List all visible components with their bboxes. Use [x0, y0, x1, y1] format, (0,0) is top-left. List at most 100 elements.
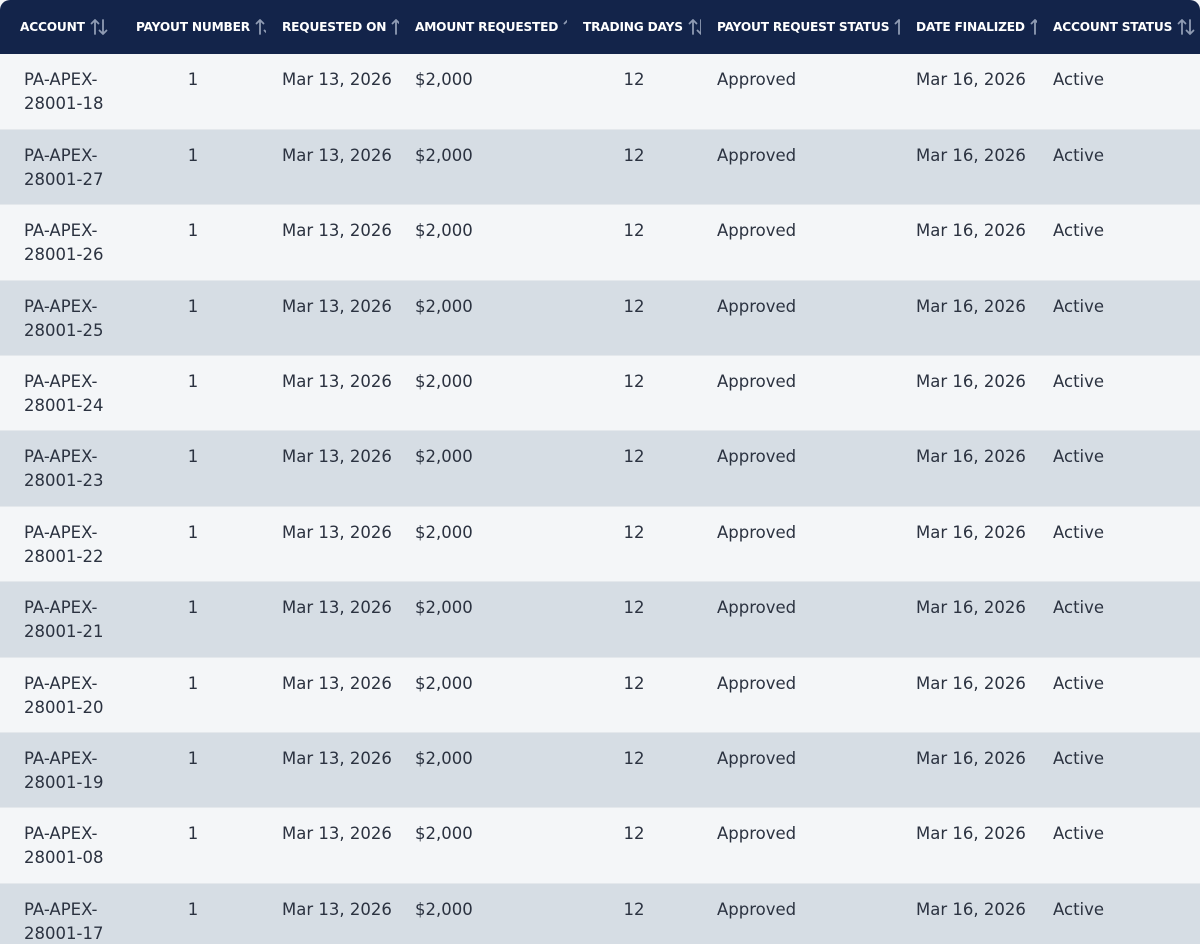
date-finalized-cell: Mar 16, 2026	[900, 882, 1037, 944]
payout-number-cell: 1	[120, 430, 266, 507]
payout-status-cell: Approved	[701, 204, 900, 281]
requested-on-cell: Mar 13, 2026	[266, 882, 399, 944]
amount-requested-cell: $2,000	[399, 204, 567, 281]
trading-days-cell: 12	[567, 430, 701, 507]
account-id-suffix: 28001-23	[24, 471, 104, 491]
account-cell: PA-APEX- 28001-17	[0, 882, 120, 944]
table-row[interactable]: PA-APEX- 28001-17 1 Mar 13, 2026 $2,000 12 App…	[0, 882, 1200, 944]
payout-number-cell: 1	[120, 279, 266, 356]
table-row[interactable]: PA-APEX- 28001-23 1 Mar 13, 2026 $2,000 12 App…	[0, 430, 1200, 507]
date-finalized-cell: Mar 16, 2026	[900, 505, 1037, 582]
table-row[interactable]: PA-APEX- 28001-24 1 Mar 13, 2026 $2,000 12 App…	[0, 355, 1200, 431]
requested-on-cell: Mar 13, 2026	[266, 128, 399, 205]
account-id-suffix: 28001-18	[24, 94, 104, 113]
date-finalized-cell: Mar 16, 2026	[900, 128, 1037, 205]
account-id-suffix: 28001-08	[24, 848, 104, 868]
payout-number-cell: 1	[120, 656, 266, 733]
account-cell: PA-APEX- 28001-22	[0, 505, 120, 582]
account-id-suffix: 28001-26	[24, 245, 104, 265]
account-cell: PA-APEX- 28001-20	[0, 656, 120, 733]
account-cell: PA-APEX- 28001-26	[0, 204, 120, 281]
table-row[interactable]: PA-APEX- 28001-27 1 Mar 13, 2026 $2,000 12 App…	[0, 128, 1200, 205]
account-cell: PA-APEX- 28001-21	[0, 581, 120, 658]
payout-number-cell: 1	[187, 70, 199, 89]
column-header-account[interactable]: ACCOUNT	[0, 0, 120, 54]
column-header-date-finalized[interactable]: DATE FINALIZED	[900, 0, 1037, 54]
sort-arrows-icon[interactable]	[563, 17, 567, 37]
date-finalized-cell: Mar 16, 2026	[900, 430, 1037, 507]
account-cell: PA-APEX- 28001-27	[0, 128, 120, 205]
payout-number-cell: 1	[120, 505, 266, 582]
requested-on-cell: Mar 13, 2026	[266, 807, 399, 884]
account-id-suffix: 28001-21	[24, 622, 104, 642]
column-header-payout-request-status[interactable]: PAYOUT REQUEST STATUS	[701, 0, 900, 54]
amount-requested-cell: $2,000	[399, 732, 567, 808]
column-header-amount-requested[interactable]: AMOUNT REQUESTED	[399, 0, 567, 54]
column-header-payout-number[interactable]: PAYOUT NUMBER	[120, 0, 266, 54]
table-row[interactable]: PA-APEX- 28001-08 1 Mar 13, 2026 $2,000 12 App…	[0, 807, 1200, 884]
amount-requested-cell: $2,000	[399, 355, 567, 431]
table-row[interactable]: PA-APEX- 28001-20 1 Mar 13, 2026 $2,000 12 App…	[0, 656, 1200, 733]
table-row[interactable]: PA-APEX- 28001-26 1 Mar 13, 2026 $2,000 12 App…	[0, 204, 1200, 281]
trading-days-cell: 12	[567, 355, 701, 431]
table-header: ACCOUNT PAYOUT NUMBER REQUESTED ON AMOUNT R…	[0, 0, 1200, 54]
amount-requested-cell: $2,000	[399, 279, 567, 356]
table-row[interactable]: PA-APEX- 28001-22 1 Mar 13, 2026 $2,000 12 App…	[0, 505, 1200, 582]
table-body: PA-APEX- 28001-18 1 Mar 13, 2026 $2,000 12 App…	[0, 54, 1200, 944]
account-id-prefix: PA-APEX-	[24, 598, 98, 618]
account-id-prefix: PA-APEX-	[24, 296, 98, 316]
sort-arrows-icon[interactable]	[688, 17, 701, 37]
date-finalized-cell: Mar 16, 2026	[900, 656, 1037, 733]
payout-number-cell: 1	[120, 128, 266, 205]
account-status-cell: Active	[1037, 807, 1200, 884]
column-header-label: ACCOUNT	[20, 20, 85, 34]
table-row[interactable]: PA-APEX- 28001-25 1 Mar 13, 2026 $2,000 12 App…	[0, 279, 1200, 356]
amount-requested-cell: $2,000	[399, 430, 567, 507]
account-id-prefix: PA-APEX-	[24, 673, 98, 693]
trading-days-cell: 12	[567, 732, 701, 808]
table-row[interactable]: PA-APEX- 28001-21 1 Mar 13, 2026 $2,000 12 App…	[0, 581, 1200, 658]
date-finalized-cell: Mar 16, 2026	[900, 581, 1037, 658]
sort-arrows-icon[interactable]	[1177, 17, 1195, 37]
account-id-suffix: 28001-20	[24, 697, 104, 717]
account-id-prefix: PA-APEX-	[24, 749, 98, 769]
account-status-cell: Active	[1037, 505, 1200, 582]
requested-on-cell: Mar 13, 2026	[266, 204, 399, 281]
account-id-prefix: PA-APEX-	[24, 522, 98, 542]
payout-number-cell: 1	[120, 807, 266, 884]
payout-status-cell: Approved	[701, 581, 900, 658]
column-header-account-status[interactable]: ACCOUNT STATUS	[1037, 0, 1200, 54]
sort-arrows-icon[interactable]	[391, 17, 399, 37]
payout-number-cell: 1	[120, 204, 266, 281]
requested-on-cell: Mar 13, 2026	[266, 355, 399, 431]
column-header-requested-on[interactable]: REQUESTED ON	[266, 0, 399, 54]
sort-arrows-icon[interactable]	[894, 17, 900, 37]
sort-arrows-icon[interactable]	[1030, 17, 1037, 37]
account-cell: PA-APEX- 28001-24	[0, 355, 120, 431]
requested-on-cell: Mar 13, 2026	[266, 505, 399, 582]
account-status-cell: Active	[1037, 430, 1200, 507]
column-header-trading-days[interactable]: TRADING DAYS	[567, 0, 701, 54]
date-finalized-cell: Mar 16, 2026	[900, 807, 1037, 884]
table-row[interactable]: PA-APEX- 28001-19 1 Mar 13, 2026 $2,000 12 App…	[0, 732, 1200, 808]
requested-on-cell: Mar 13, 2026	[266, 656, 399, 733]
requested-on-cell: Mar 13, 2026	[282, 70, 392, 89]
trading-days-cell: 12	[623, 70, 645, 89]
payout-status-cell: Approved	[701, 430, 900, 507]
requested-on-cell: Mar 13, 2026	[266, 279, 399, 356]
trading-days-cell: 12	[567, 279, 701, 356]
payout-status-cell: Approved	[717, 70, 797, 89]
account-cell: PA-APEX- 28001-18	[0, 54, 120, 129]
sort-arrows-icon[interactable]	[255, 17, 266, 37]
account-id-suffix: 28001-19	[24, 773, 104, 793]
account-cell: PA-APEX- 28001-25	[0, 279, 120, 356]
sort-arrows-icon[interactable]	[90, 17, 108, 37]
payout-status-cell: Approved	[701, 656, 900, 733]
table-row[interactable]: PA-APEX- 28001-18 1 Mar 13, 2026 $2,000 12 App…	[0, 54, 1200, 130]
payout-number-cell: 1	[120, 581, 266, 658]
amount-requested-cell: $2,000	[399, 128, 567, 205]
account-status-cell: Active	[1037, 882, 1200, 944]
column-header-label: TRADING DAYS	[583, 20, 683, 34]
account-id-suffix: 28001-22	[24, 546, 104, 566]
